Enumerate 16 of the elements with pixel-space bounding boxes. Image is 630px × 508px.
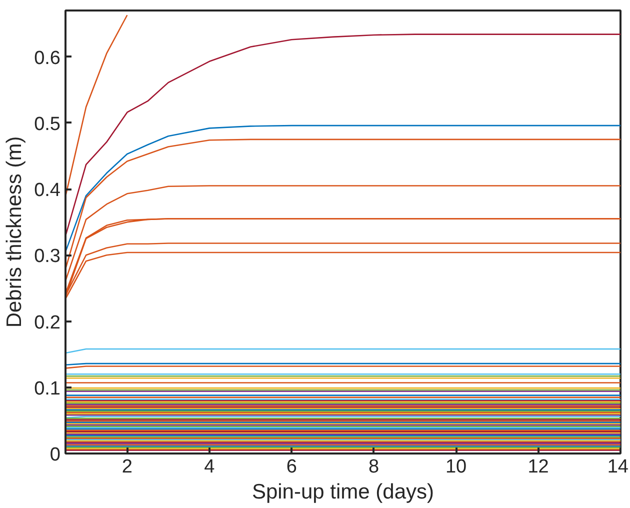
y-tick-label: 0.5 xyxy=(34,114,61,135)
x-tick-label: 12 xyxy=(528,456,549,478)
x-tick-label: 14 xyxy=(607,456,629,478)
y-tick-label: 0.4 xyxy=(34,180,61,202)
x-tick-label: 6 xyxy=(286,456,297,478)
y-tick-label: 0.6 xyxy=(34,48,61,69)
y-tick-label: 0.3 xyxy=(34,246,61,268)
y-tick-label: 0.1 xyxy=(34,378,61,400)
y-tick-label: 0.2 xyxy=(34,312,61,334)
x-axis-title: Spin-up time (days) xyxy=(252,480,434,504)
y-axis-title: Debris thickness (m) xyxy=(3,136,26,328)
x-tick-label: 10 xyxy=(445,456,467,478)
x-tick-label: 4 xyxy=(204,456,216,478)
x-tick-label: 2 xyxy=(122,456,132,478)
y-tick-label: 0 xyxy=(50,444,61,466)
x-tick-label: 8 xyxy=(368,456,380,478)
